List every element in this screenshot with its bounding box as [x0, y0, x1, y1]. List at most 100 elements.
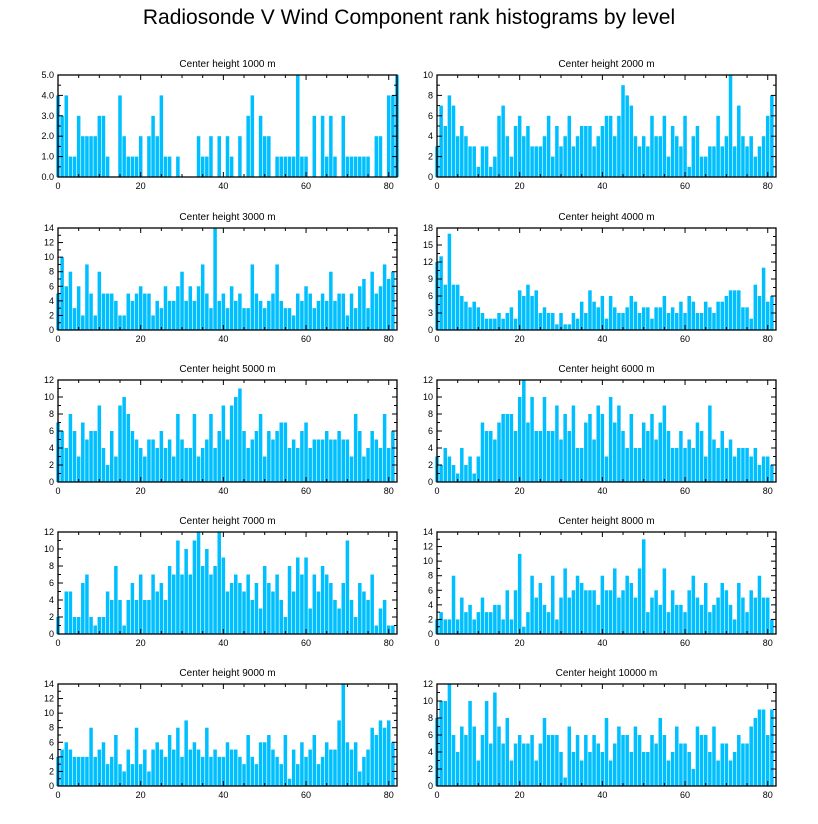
histogram-bar	[563, 324, 567, 330]
histogram-bar	[234, 749, 238, 786]
histogram-bar	[443, 448, 448, 482]
histogram-bar	[105, 591, 110, 634]
y-tick-label: 2	[49, 310, 54, 320]
histogram-bar	[291, 439, 296, 482]
histogram-bar	[130, 583, 135, 634]
panel-title: Center height 7000 m	[179, 516, 275, 527]
histogram-bar	[324, 156, 329, 177]
histogram-bar	[316, 764, 321, 786]
histogram-bar	[654, 743, 658, 786]
histogram-bar	[283, 735, 288, 786]
histogram-bar	[89, 136, 93, 177]
histogram-bar	[745, 743, 749, 786]
histogram-bar	[650, 318, 654, 330]
histogram-bar	[741, 743, 745, 786]
histogram-bar	[287, 778, 292, 786]
histogram-bar	[246, 115, 250, 177]
histogram-bar	[341, 583, 346, 634]
y-tick-label: 10	[423, 696, 433, 706]
histogram-bar	[159, 749, 164, 786]
histogram-bar	[60, 431, 64, 482]
histogram-bar	[749, 136, 753, 177]
histogram-bar	[621, 85, 625, 177]
histogram-bar	[608, 760, 613, 786]
histogram-bar	[447, 233, 452, 330]
histogram-bar	[447, 684, 452, 786]
histogram-bar	[97, 271, 102, 330]
histogram-bar	[101, 293, 106, 330]
histogram-bar	[391, 431, 395, 482]
histogram-bar	[225, 742, 230, 786]
histogram-bar	[687, 296, 691, 330]
histogram-bar	[753, 448, 758, 482]
histogram-bar	[509, 414, 514, 482]
histogram-bar	[68, 749, 73, 786]
x-tick-label: 20	[136, 638, 146, 648]
y-tick-label: 2	[428, 152, 433, 162]
histogram-bar	[217, 136, 221, 177]
x-tick-label: 80	[763, 486, 773, 496]
y-tick-label: 14	[44, 679, 54, 689]
histogram-bar	[613, 422, 617, 482]
histogram-bar	[493, 604, 497, 634]
histogram-bar	[443, 126, 448, 177]
histogram-bar	[592, 439, 596, 482]
histogram-bar	[604, 456, 609, 482]
histogram-bar	[130, 764, 135, 786]
histogram-bar	[76, 286, 81, 330]
histogram-bar	[501, 105, 505, 177]
histogram-bar	[238, 293, 242, 330]
histogram-bar	[155, 448, 159, 482]
histogram-bar	[691, 448, 696, 482]
histogram-bar	[637, 448, 642, 482]
histogram-bar	[538, 313, 543, 330]
y-tick-label: 0	[49, 629, 54, 639]
histogram-bar	[695, 726, 700, 786]
histogram-bar	[703, 456, 708, 482]
y-tick-label: 6	[428, 730, 433, 740]
y-tick-label: 6	[49, 426, 54, 436]
histogram-bar	[724, 743, 729, 786]
histogram-bar	[85, 136, 89, 177]
histogram-bar	[468, 456, 472, 482]
histogram-bar	[279, 156, 283, 177]
histogram-bar	[675, 604, 679, 634]
histogram-bar	[654, 439, 658, 482]
histogram-bar	[641, 539, 646, 634]
histogram-bar	[105, 293, 110, 330]
y-tick-label: 15	[423, 240, 433, 250]
histogram-bar	[571, 752, 576, 786]
histogram-bar	[613, 136, 617, 177]
histogram-bar	[687, 590, 691, 634]
histogram-bar	[176, 156, 180, 177]
histogram-bar	[749, 456, 753, 482]
histogram-bar	[538, 431, 543, 482]
histogram-bar	[596, 307, 600, 330]
x-tick-label: 0	[55, 181, 60, 191]
histogram-bar	[300, 300, 304, 330]
histogram-bar	[89, 727, 93, 786]
histogram-bar	[724, 590, 729, 634]
x-tick-label: 20	[515, 181, 525, 191]
histogram-bar	[333, 300, 337, 330]
histogram-bar	[683, 115, 687, 177]
histogram-bar	[188, 286, 193, 330]
y-tick-label: 8	[428, 90, 433, 100]
histogram-panel-2: Center height 2000 m 0 20 40 60 80 0 2 4 6 8 10	[423, 59, 777, 191]
histogram-bar	[720, 743, 725, 786]
y-tick-label: 12	[44, 238, 54, 248]
histogram-bar	[666, 612, 671, 634]
histogram-bar	[221, 293, 226, 330]
histogram-bar	[130, 431, 135, 482]
histogram-bar	[320, 293, 325, 330]
histogram-bar	[476, 166, 481, 177]
histogram-bar	[526, 612, 530, 634]
histogram-bar	[716, 448, 720, 482]
y-tick-label: 9	[428, 274, 433, 284]
histogram-bar	[670, 752, 675, 786]
histogram-bar	[695, 422, 700, 482]
histogram-bar	[699, 431, 704, 482]
histogram-bar	[522, 380, 526, 482]
y-tick-label: 2	[49, 460, 54, 470]
y-tick-label: 10	[423, 556, 433, 566]
